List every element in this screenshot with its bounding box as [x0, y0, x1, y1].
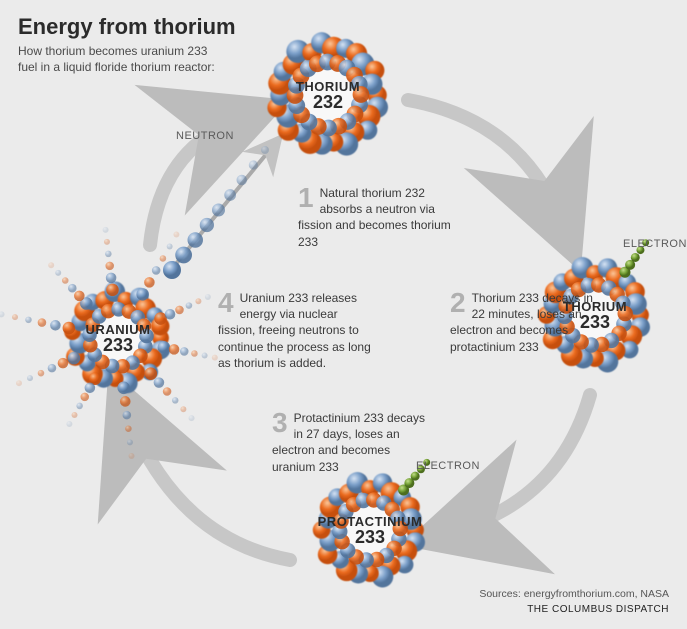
- credit-publisher: THE COLUMBUS DISPATCH: [479, 604, 669, 615]
- step-4-text: Uranium 233 releases energy via nuclear …: [218, 291, 371, 370]
- step-3-text: Protactinium 233 decays in 27 days, lose…: [272, 411, 425, 474]
- step-1: 1 Natural thorium 232 absorbs a neutron …: [298, 185, 453, 250]
- electron-label-1: ELECTRON: [623, 238, 687, 250]
- neutron-label: NEUTRON: [176, 130, 234, 142]
- step-2-text: Thorium 233 decays in 22 minutes, loses …: [450, 291, 593, 354]
- header: Energy from thorium How thorium becomes …: [18, 14, 236, 75]
- step-1-text: Natural thorium 232 absorbs a neutron vi…: [298, 186, 451, 249]
- credit: Sources: energyfromthorium.com, NASA THE…: [479, 588, 669, 615]
- step-4: 4 Uranium 233 releases energy via nuclea…: [218, 290, 373, 371]
- step-3: 3 Protactinium 233 decays in 27 days, lo…: [272, 410, 427, 475]
- title: Energy from thorium: [18, 14, 236, 40]
- subtitle: How thorium becomes uranium 233 fuel in …: [18, 44, 218, 75]
- step-2: 2 Thorium 233 decays in 22 minutes, lose…: [450, 290, 605, 355]
- credit-sources: Sources: energyfromthorium.com, NASA: [479, 588, 669, 600]
